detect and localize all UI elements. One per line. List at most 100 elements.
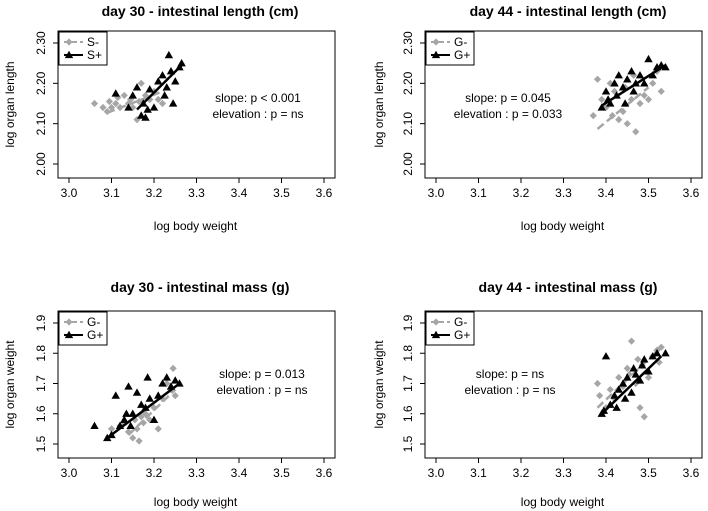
data-point [597, 103, 606, 111]
data-point [640, 355, 649, 363]
y-axis-label: log organ length [372, 61, 386, 147]
stats-slope: slope: p = 0.045 [465, 91, 551, 105]
data-point [124, 103, 133, 111]
x-tick-label: 3.2 [513, 186, 530, 200]
data-point [139, 419, 147, 427]
data-point [615, 116, 623, 124]
x-tick-label: 3.2 [146, 466, 163, 480]
data-point [635, 376, 645, 384]
x-tick-label: 3.5 [273, 186, 290, 200]
data-point [158, 379, 167, 387]
y-tick-label: 2.20 [401, 71, 415, 95]
x-tick-label: 3.0 [61, 186, 78, 200]
data-point [644, 54, 653, 63]
legend-label: G- [87, 315, 100, 329]
y-tick-label: 1.6 [34, 405, 48, 422]
chart-panel-2: day 44 - intestinal length (cm) 3.0 3.1 3.2… [372, 3, 703, 233]
chart-panel-3: day 30 - intestinal mass (g) 3.0 3.1 3.2 3.3… [3, 279, 336, 509]
data-point [644, 367, 653, 375]
data-point [627, 388, 636, 396]
legend-label: G- [454, 35, 467, 49]
y-axis-label: log organ weight [372, 340, 386, 429]
legend-label: S- [87, 35, 99, 49]
data-point [623, 120, 631, 128]
data-point [623, 364, 631, 372]
data-point [154, 77, 163, 85]
y-tick-label: 1.9 [401, 314, 415, 331]
x-tick-label: 3.3 [188, 466, 205, 480]
data-point [644, 95, 653, 104]
data-point [637, 361, 647, 369]
data-point [655, 358, 663, 366]
y-tick-label: 1.7 [401, 375, 415, 392]
stats-slope: slope: p = ns [476, 367, 544, 381]
chart-title: day 44 - intestinal mass (g) [479, 279, 658, 295]
x-tick-label: 3.0 [428, 466, 445, 480]
data-point [158, 71, 167, 79]
data-point [126, 421, 135, 429]
data-point [636, 99, 644, 108]
data-point [620, 99, 630, 107]
data-point [128, 91, 137, 99]
y-tick-label: 1.5 [401, 435, 415, 452]
data-point [141, 113, 150, 121]
x-tick-label: 3.4 [598, 466, 615, 480]
data-point [143, 105, 152, 113]
y-tick-label: 2.10 [34, 112, 48, 136]
series-Splus [111, 50, 186, 121]
data-point [132, 388, 142, 396]
y-axis-label: log organ length [3, 61, 17, 147]
data-point [169, 364, 177, 372]
data-point [634, 355, 642, 363]
x-tick-label: 3.5 [640, 466, 657, 480]
data-point [636, 404, 644, 412]
x-tick-label: 3.6 [683, 186, 700, 200]
data-point [146, 416, 154, 424]
data-point [90, 421, 99, 429]
legend-marker [431, 330, 441, 339]
x-tick-label: 3.5 [273, 466, 290, 480]
chart-panel-4: day 44 - intestinal mass (g) 3.0 3.1 3.2 3.3… [372, 279, 703, 509]
chart-panel-1: day 30 - intestinal length (cm) 3.0 3.1 3.2… [3, 3, 336, 233]
legend-marker [65, 38, 73, 46]
data-point [632, 128, 640, 136]
data-point [640, 79, 649, 87]
data-point [137, 111, 146, 119]
y-tick-label: 2.20 [34, 71, 48, 95]
data-point [135, 437, 143, 445]
data-point [614, 385, 623, 393]
chart-title: day 30 - intestinal length (cm) [102, 3, 299, 19]
y-tick-label: 1.8 [34, 345, 48, 362]
data-point [164, 50, 174, 59]
data-point [657, 87, 665, 95]
data-point [635, 71, 645, 79]
x-axis-label: log body weight [521, 495, 605, 509]
data-point [644, 373, 653, 382]
data-point [171, 376, 180, 384]
data-point [145, 85, 154, 93]
x-tick-label: 3.1 [470, 466, 487, 480]
y-tick-label: 2.00 [34, 152, 48, 176]
data-point [160, 91, 169, 99]
fit-line [106, 89, 166, 114]
x-tick-label: 3.1 [103, 186, 120, 200]
y-tick-label: 2.30 [401, 31, 415, 55]
data-point [601, 87, 611, 95]
data-point [618, 379, 628, 387]
legend-box [425, 31, 475, 66]
data-point [99, 103, 107, 112]
data-point [619, 107, 627, 116]
fit-line [106, 382, 181, 439]
data-point [137, 400, 146, 408]
x-tick-label: 3.3 [188, 186, 205, 200]
x-tick-label: 3.3 [555, 466, 572, 480]
x-tick-label: 3.6 [316, 186, 333, 200]
data-point [596, 392, 604, 400]
data-point [589, 112, 597, 120]
legend-marker [64, 50, 74, 59]
x-tick-label: 3.0 [61, 466, 78, 480]
fit-line [600, 355, 663, 415]
legend-label: S+ [87, 48, 102, 62]
data-point [133, 116, 141, 124]
